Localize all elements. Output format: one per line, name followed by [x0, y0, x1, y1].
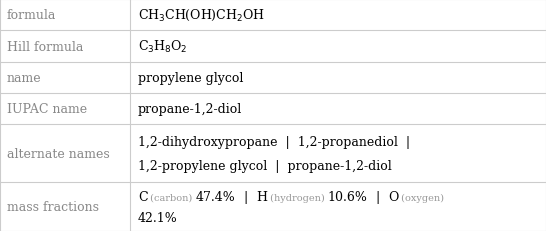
Text: (carbon): (carbon)	[147, 193, 196, 202]
Text: alternate names: alternate names	[7, 147, 109, 160]
Text: |: |	[367, 191, 388, 204]
Text: O: O	[388, 191, 398, 204]
Text: mass fractions: mass fractions	[7, 200, 98, 213]
Text: propane-1,2-diol: propane-1,2-diol	[138, 103, 242, 116]
Text: |: |	[235, 191, 256, 204]
Text: C$_3$H$_8$O$_2$: C$_3$H$_8$O$_2$	[138, 39, 187, 55]
Text: IUPAC name: IUPAC name	[7, 103, 87, 116]
Text: 42.1%: 42.1%	[138, 211, 177, 224]
Text: (hydrogen): (hydrogen)	[267, 193, 328, 202]
Text: name: name	[7, 72, 41, 85]
Text: propylene glycol: propylene glycol	[138, 72, 243, 85]
Text: (oxygen): (oxygen)	[398, 193, 444, 202]
Text: Hill formula: Hill formula	[7, 40, 83, 53]
Text: formula: formula	[7, 9, 56, 22]
Text: CH$_3$CH(OH)CH$_2$OH: CH$_3$CH(OH)CH$_2$OH	[138, 8, 265, 23]
Text: C: C	[138, 191, 147, 204]
Text: 10.6%: 10.6%	[328, 191, 367, 204]
Text: 1,2-propylene glycol  |  propane-1,2-diol: 1,2-propylene glycol | propane-1,2-diol	[138, 159, 391, 172]
Text: 47.4%: 47.4%	[196, 191, 235, 204]
Text: H: H	[256, 191, 267, 204]
Text: 1,2-dihydroxypropane  |  1,2-propanediol  |: 1,2-dihydroxypropane | 1,2-propanediol |	[138, 136, 410, 149]
